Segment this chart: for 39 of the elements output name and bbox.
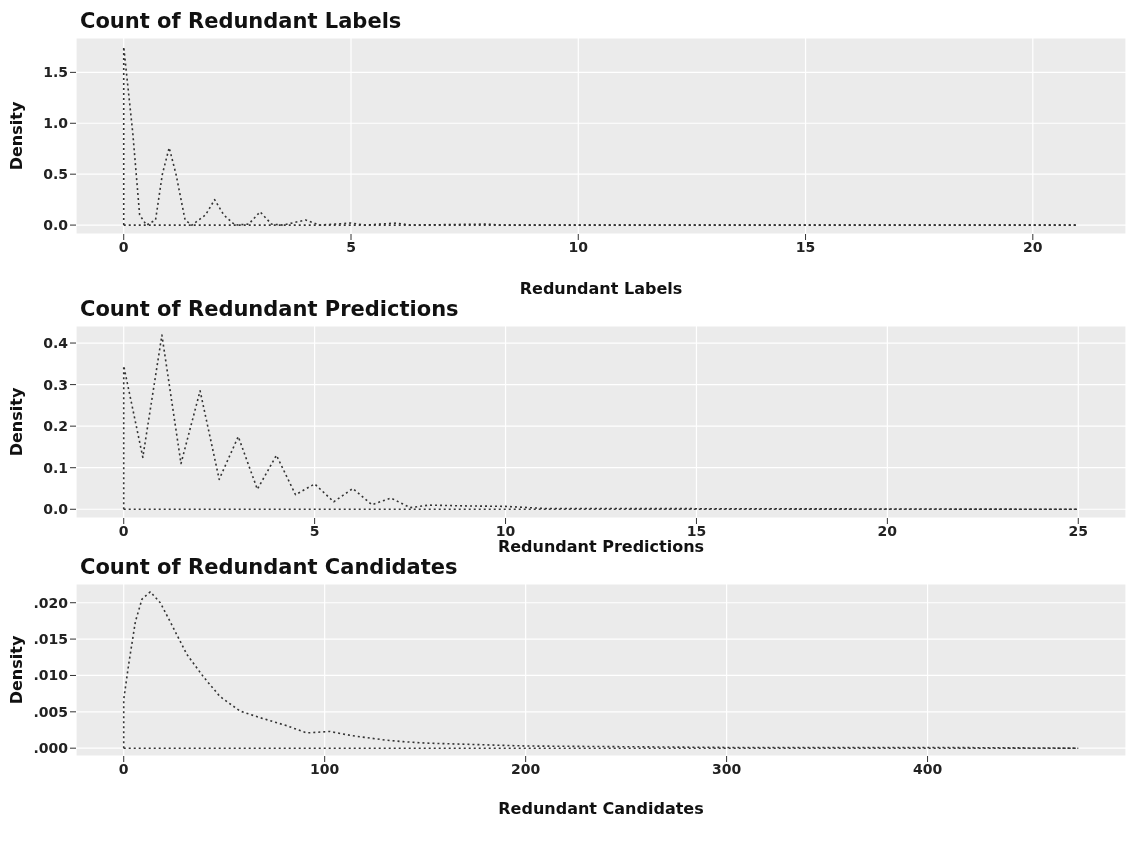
x-tick-label: 10 — [495, 522, 516, 539]
y-tick-label: 1.5 — [43, 64, 68, 81]
x-tick-label: 300 — [711, 760, 742, 777]
chart-title: Count of Redundant Labels — [79, 8, 403, 34]
y-axis-title: Density — [6, 635, 26, 705]
y-tick-label: 0.2 — [43, 418, 68, 435]
x-tick-label: 400 — [912, 760, 943, 777]
x-tick-label: 20 — [1023, 238, 1043, 255]
x-tick-label: 5 — [346, 238, 356, 255]
y-tick-label: 1.0 — [43, 115, 69, 132]
y-tick-label: .015 — [33, 631, 68, 648]
y-tick-label: .020 — [33, 594, 69, 611]
y-tick-label: .010 — [33, 667, 69, 684]
y-tick-label: 0.0 — [43, 217, 69, 234]
y-tick-label: 0.1 — [43, 459, 68, 476]
x-tick-label: 200 — [511, 760, 541, 777]
x-tick-label: 0 — [118, 238, 129, 255]
x-tick-label: 15 — [795, 238, 816, 255]
y-tick-label: 0.4 — [43, 335, 69, 352]
y-tick-label: .005 — [33, 703, 68, 720]
y-tick-label: .000 — [33, 740, 69, 757]
chart-title: Count of Redundant Predictions — [80, 297, 459, 321]
x-tick-label: 0 — [118, 522, 129, 539]
x-tick-label: 15 — [686, 522, 707, 539]
x-tick-label: 5 — [309, 522, 320, 539]
y-tick-label: 0.3 — [43, 376, 68, 393]
y-axis-title: Density — [6, 387, 26, 457]
x-tick-label: 10 — [568, 238, 589, 255]
y-tick-label: 0.5 — [43, 166, 68, 183]
y-tick-label: 0.0 — [43, 501, 69, 518]
x-axis-title: Redundant Labels — [519, 279, 683, 298]
x-tick-label: 100 — [310, 760, 340, 777]
y-axis-title: Density — [6, 101, 26, 171]
x-tick-label: 0 — [118, 760, 129, 777]
x-tick-label: 25 — [1068, 522, 1089, 539]
x-axis-title: Redundant Predictions — [497, 537, 705, 556]
chart-title: Count of Redundant Candidates — [80, 555, 458, 579]
x-axis-title: Redundant Candidates — [498, 799, 704, 818]
x-tick-label: 20 — [877, 522, 898, 539]
